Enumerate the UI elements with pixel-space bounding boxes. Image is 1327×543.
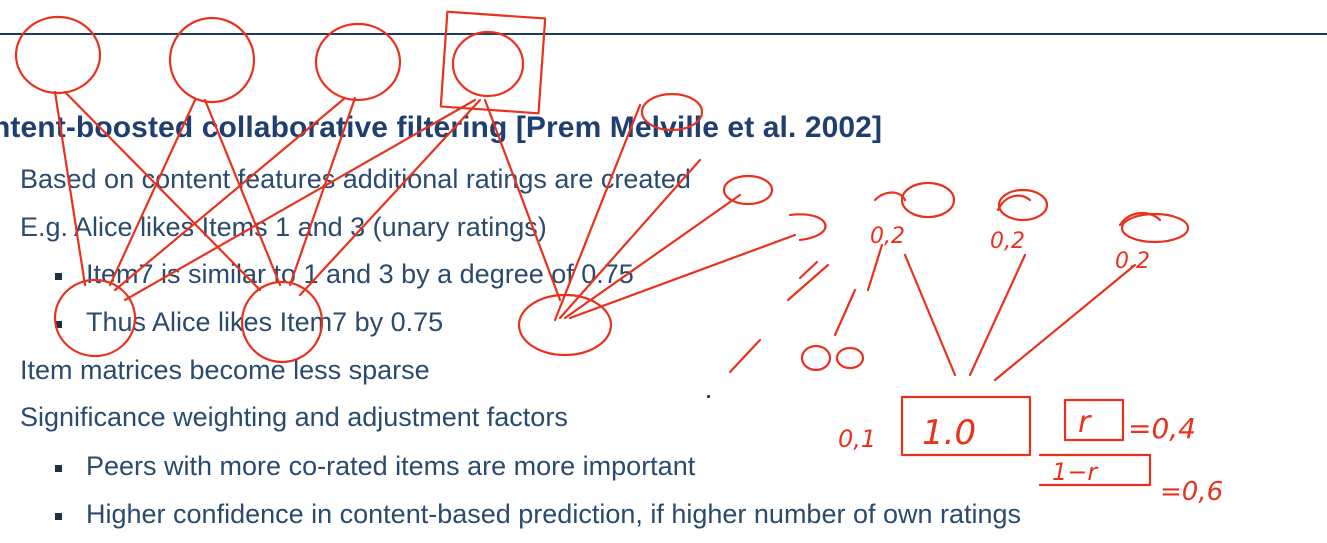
- sub-bullet-line-4: Higher confidence in content-based predi…: [86, 499, 1022, 529]
- ink-box: [439, 10, 547, 115]
- ink-weight-label: 1.0: [922, 413, 976, 453]
- ink-line: [563, 193, 742, 320]
- sub-bullet-line-1: Item7 is similar to 1 and 3 by a degree …: [86, 259, 634, 289]
- ink-stroke: [873, 191, 907, 202]
- ink-line: [728, 338, 762, 374]
- ink-circle: [997, 188, 1049, 222]
- bullet-marker: [55, 513, 62, 520]
- ink-box: [1063, 398, 1125, 442]
- ink-line: [903, 253, 957, 377]
- ink-circle: [14, 15, 102, 95]
- slide-title: ntent-boosted collaborative filtering [P…: [0, 111, 883, 144]
- ink-circle: [800, 344, 832, 372]
- bullet-line-2: E.g. Alice likes Items 1 and 3 (unary ra…: [20, 212, 547, 242]
- ink-line: [798, 260, 819, 280]
- ink-circle: [451, 30, 525, 98]
- bullet-marker: [55, 273, 62, 280]
- ink-line: [786, 263, 830, 302]
- ink-labels: 0,2 0,2 0,2 0,1 1.0 r =0,4 1−r =0,6: [838, 224, 1223, 507]
- ink-circle: [835, 346, 865, 370]
- sub-bullet-line-2: Thus Alice likes Item7 by 0.75: [86, 307, 444, 337]
- ink-circle: [168, 16, 256, 104]
- bullet-line-3: Item matrices become less sparse: [20, 355, 430, 385]
- header-rule: [0, 33, 1327, 35]
- bullet-marker: [55, 465, 62, 472]
- ink-weight-label: =0,6: [1160, 477, 1223, 507]
- ink-weight-label: 0,2: [870, 224, 905, 249]
- ink-circle: [314, 22, 402, 102]
- ink-weight-label: =0,4: [1128, 412, 1196, 445]
- sub-bullet-line-3: Peers with more co-rated items are more …: [86, 451, 696, 481]
- stray-dot: [707, 395, 710, 398]
- ink-line: [833, 288, 857, 337]
- ink-weight-label: 0,2: [1115, 249, 1150, 274]
- ink-box: [900, 395, 1032, 457]
- ink-stroke: [996, 194, 1032, 212]
- ink-circle: [517, 293, 613, 357]
- ink-weight-label: 0,2: [990, 229, 1025, 254]
- ink-line: [866, 243, 884, 292]
- bullet-line-4: Significance weighting and adjustment fa…: [20, 402, 568, 432]
- ink-stroke: [1038, 453, 1152, 487]
- ink-stroke: [1118, 212, 1162, 227]
- ink-weight-label: r: [1078, 405, 1092, 440]
- ink-line: [993, 263, 1137, 382]
- bullet-marker: [55, 321, 62, 328]
- ink-line: [968, 253, 1027, 377]
- bullet-line-1: Based on content features additional rat…: [20, 164, 691, 194]
- ink-circle: [1120, 212, 1190, 244]
- ink-circle: [722, 174, 774, 206]
- ink-weight-label: 0,1: [838, 425, 876, 453]
- ink-weight-label: 1−r: [1052, 458, 1099, 486]
- ink-stroke: [788, 213, 827, 242]
- ink-circle: [900, 181, 956, 219]
